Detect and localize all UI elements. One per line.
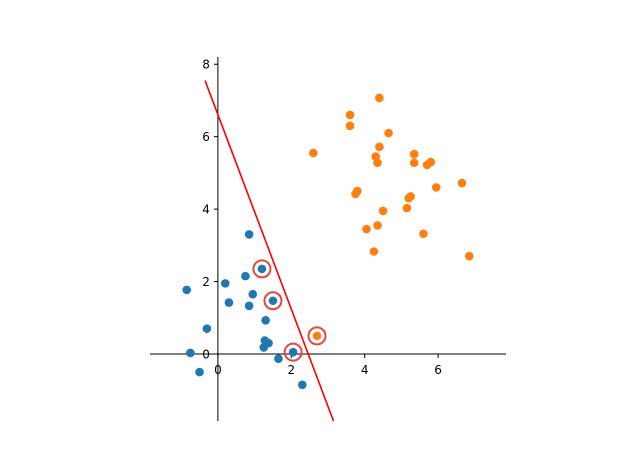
orange-data-point bbox=[419, 229, 428, 239]
y-tick-label: 8 bbox=[202, 58, 210, 72]
blue-data-point bbox=[261, 316, 270, 325]
blue-data-point bbox=[257, 264, 267, 274]
orange-data-point bbox=[378, 206, 388, 216]
x-tick-label: 0 bbox=[214, 363, 222, 377]
blue-data-point bbox=[248, 289, 258, 299]
orange-data-point bbox=[345, 121, 355, 131]
blue-data-point bbox=[274, 354, 283, 364]
y-tick-label: 6 bbox=[202, 130, 210, 144]
orange-data-point bbox=[345, 110, 355, 120]
blue-data-point bbox=[244, 301, 254, 311]
blue-data-point bbox=[186, 348, 195, 358]
orange-data-point bbox=[426, 157, 436, 167]
orange-data-point bbox=[409, 158, 419, 168]
support-vector-ring bbox=[283, 342, 303, 362]
orange-data-point bbox=[373, 221, 382, 230]
blue-data-point bbox=[224, 298, 234, 307]
orange-data-point bbox=[384, 128, 393, 138]
blue-data-point bbox=[288, 347, 298, 357]
blue-data-point bbox=[244, 230, 254, 239]
blue-data-point bbox=[195, 367, 204, 377]
decision-line-layer bbox=[204, 80, 335, 422]
orange-data-point bbox=[402, 203, 412, 213]
blue-data-point bbox=[298, 380, 307, 390]
blue-data-point bbox=[182, 285, 192, 295]
orange-data-point bbox=[464, 251, 474, 261]
orange-data-point bbox=[431, 183, 441, 192]
data-points-layer bbox=[182, 93, 474, 390]
orange-data-point bbox=[373, 158, 382, 168]
blue-data-point bbox=[220, 279, 230, 288]
orange-data-point bbox=[309, 148, 318, 158]
support-vector-layer bbox=[252, 259, 327, 362]
orange-data-point bbox=[457, 178, 467, 188]
orange-data-point bbox=[406, 192, 415, 201]
x-tick-label: 2 bbox=[287, 363, 295, 377]
support-vector-ring bbox=[263, 291, 283, 311]
orange-data-point bbox=[353, 186, 362, 196]
y-tick-label: 0 bbox=[202, 347, 210, 361]
blue-data-point bbox=[268, 296, 278, 306]
blue-data-point bbox=[241, 271, 250, 281]
x-tick-label: 4 bbox=[361, 363, 369, 377]
support-vector-ring bbox=[307, 326, 327, 346]
blue-data-point bbox=[264, 338, 273, 348]
x-tick-label: 6 bbox=[434, 363, 442, 377]
tick-labels-layer: 0 2 4 6 0 2 4 6 8 bbox=[202, 58, 442, 377]
orange-data-point bbox=[409, 149, 419, 159]
orange-data-point bbox=[375, 142, 384, 152]
chart-axes bbox=[150, 57, 506, 421]
orange-data-point bbox=[369, 247, 379, 256]
y-tick-label: 4 bbox=[202, 203, 210, 217]
blue-data-point bbox=[202, 324, 212, 333]
orange-data-point bbox=[362, 224, 371, 234]
orange-data-point bbox=[312, 331, 322, 341]
support-vector-ring bbox=[252, 259, 272, 279]
decision-boundary-line bbox=[204, 80, 335, 422]
orange-data-point bbox=[375, 93, 384, 103]
y-tick-label: 2 bbox=[202, 275, 210, 289]
